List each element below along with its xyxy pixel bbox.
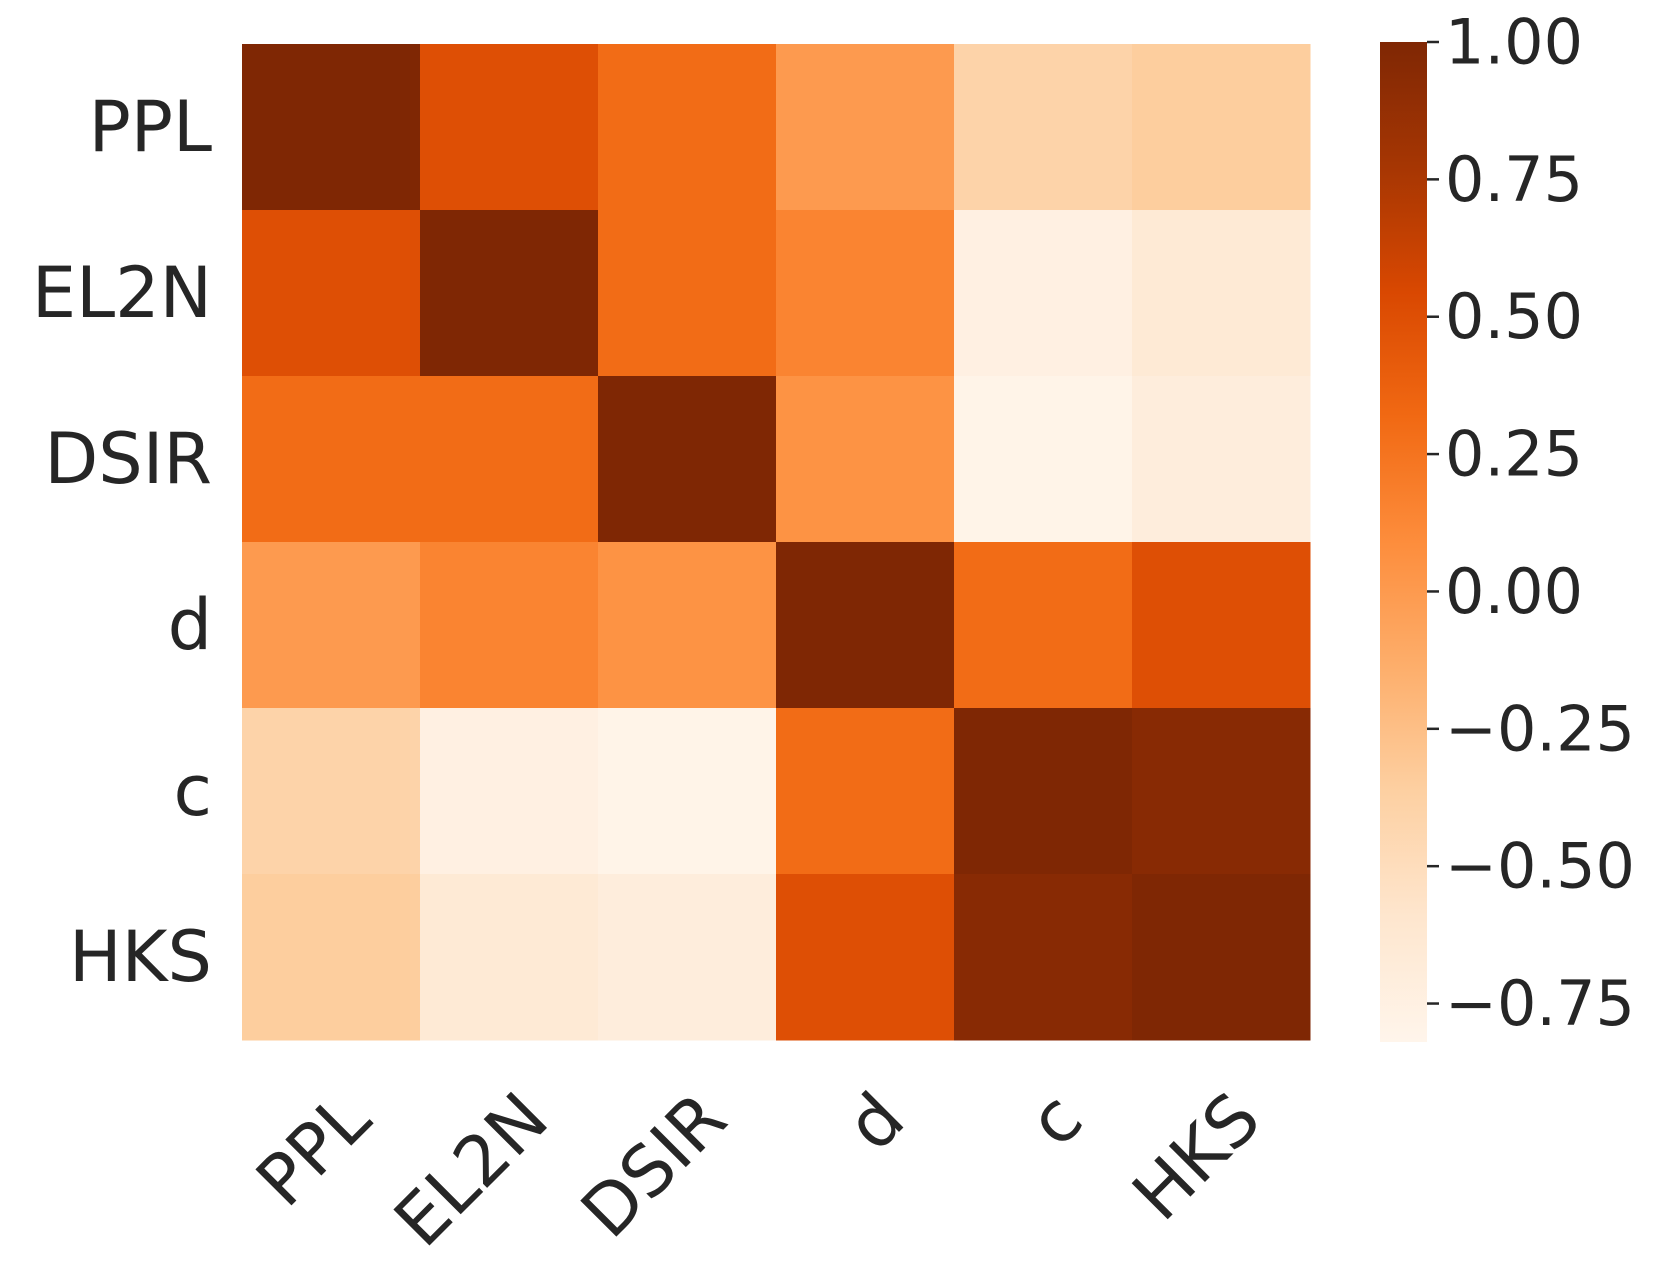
heatmap-cell-DSIR-d xyxy=(776,376,955,543)
heatmap-cell-c-DSIR xyxy=(598,708,777,875)
heatmap-cell-HKS-PPL xyxy=(242,874,421,1041)
colorbar-tick-label: 0.25 xyxy=(1445,418,1583,491)
colorbar-gradient xyxy=(1380,42,1427,1042)
heatmap-cell-PPL-HKS xyxy=(1132,44,1311,211)
colorbar-tick-label: −0.25 xyxy=(1445,692,1635,765)
heatmap-cell-HKS-HKS xyxy=(1132,874,1311,1041)
colorbar-ticks: 1.00 0.75 0.50 0.25 0.00 −0.25 −0.50 −0.75 xyxy=(1427,6,1635,1040)
heatmap-cell-EL2N-d xyxy=(776,210,955,377)
row-labels: PPL EL2N DSIR d c HKS xyxy=(32,86,212,998)
heatmap-cell-d-d xyxy=(776,542,955,709)
heatmap-cell-d-DSIR xyxy=(598,542,777,709)
heatmap-cell-PPL-PPL xyxy=(242,44,421,211)
heatmap-cell-c-c xyxy=(954,708,1133,875)
row-label-d: d xyxy=(168,584,212,666)
colorbar-tick-label: 0.50 xyxy=(1445,280,1583,353)
col-label-EL2N: EL2N xyxy=(379,1077,564,1262)
heatmap-cell-EL2N-DSIR xyxy=(598,210,777,377)
heatmap-cell-DSIR-HKS xyxy=(1132,376,1311,543)
heatmap-cell-d-HKS xyxy=(1132,542,1311,709)
colorbar-tick-label: 0.00 xyxy=(1445,555,1583,628)
heatmap-cell-d-PPL xyxy=(242,542,421,709)
heatmap-cell-DSIR-PPL xyxy=(242,376,421,543)
heatmap-cell-EL2N-HKS xyxy=(1132,210,1311,377)
heatmap-cell-DSIR-EL2N xyxy=(420,376,599,543)
heatmap-cell-HKS-DSIR xyxy=(598,874,777,1041)
row-label-HKS: HKS xyxy=(69,916,212,998)
heatmap-cell-DSIR-c xyxy=(954,376,1133,543)
heatmap-cell-c-HKS xyxy=(1132,708,1311,875)
heatmap-cell-EL2N-EL2N xyxy=(420,210,599,377)
col-label-DSIR: DSIR xyxy=(565,1077,742,1254)
col-label-d: d xyxy=(831,1077,920,1166)
col-label-PPL: PPL xyxy=(241,1077,386,1222)
heatmap-cell-d-c xyxy=(954,542,1133,709)
heatmap-cell-PPL-c xyxy=(954,44,1133,211)
heatmap-cell-EL2N-c xyxy=(954,210,1133,377)
heatmap-cell-HKS-c xyxy=(954,874,1133,1041)
heatmap-cell-d-EL2N xyxy=(420,542,599,709)
heatmap-cell-DSIR-DSIR xyxy=(598,376,777,543)
colorbar-tick-label: 1.00 xyxy=(1445,6,1583,79)
heatmap-cell-HKS-EL2N xyxy=(420,874,599,1041)
heatmap-cell-PPL-EL2N xyxy=(420,44,599,211)
col-label-c: c xyxy=(1013,1077,1098,1162)
heatmap-cell-PPL-d xyxy=(776,44,955,211)
row-label-DSIR: DSIR xyxy=(44,418,212,500)
heatmap-cell-EL2N-PPL xyxy=(242,210,421,377)
colorbar-tick-label: −0.75 xyxy=(1445,967,1635,1040)
row-label-PPL: PPL xyxy=(89,86,212,168)
row-label-c: c xyxy=(174,750,213,832)
col-label-HKS: HKS xyxy=(1117,1077,1276,1236)
colorbar: 1.00 0.75 0.50 0.25 0.00 −0.25 −0.50 −0.75 xyxy=(1380,6,1635,1042)
colorbar-tick-label: −0.50 xyxy=(1445,830,1635,903)
heatmap-cell-c-EL2N xyxy=(420,708,599,875)
row-label-EL2N: EL2N xyxy=(32,252,212,334)
heatmap-cell-PPL-DSIR xyxy=(598,44,777,211)
heatmap-cell-c-PPL xyxy=(242,708,421,875)
heatmap-cell-HKS-d xyxy=(776,874,955,1041)
heatmap-cell-c-d xyxy=(776,708,955,875)
heatmap-cells xyxy=(242,44,1311,1041)
colorbar-tick-label: 0.75 xyxy=(1445,143,1583,216)
